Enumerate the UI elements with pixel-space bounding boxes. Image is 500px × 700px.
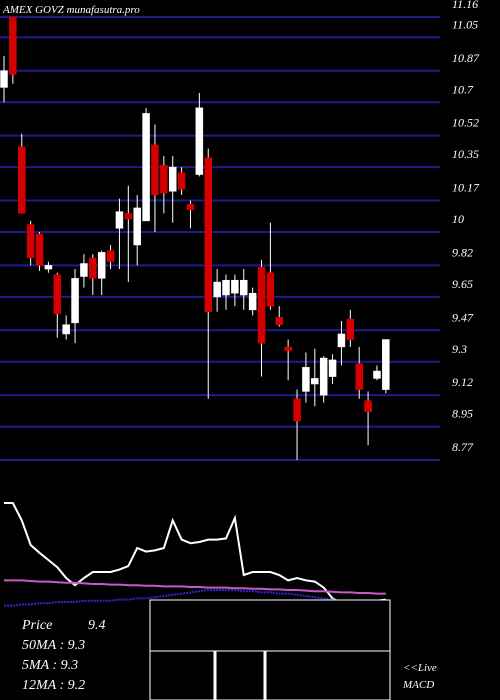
y-tick-label: 10.7 xyxy=(452,82,474,96)
chart-title: AMEX GOVZ munafasutra.pro xyxy=(2,4,140,16)
candle-body xyxy=(319,357,328,396)
y-tick-label: 9.3 xyxy=(452,342,467,356)
candle-body xyxy=(44,265,53,270)
candle-body xyxy=(89,257,97,279)
legend-ma5: 5MA : 9.3 xyxy=(22,658,78,673)
indicator-line xyxy=(4,579,386,595)
y-tick-label: 10.87 xyxy=(452,51,480,65)
candle-body xyxy=(115,211,124,229)
y-tick-label: 8.77 xyxy=(452,440,474,454)
macd-box xyxy=(149,599,391,700)
legend-ma12: 12MA : 9.2 xyxy=(22,678,85,693)
candle-body xyxy=(106,250,115,262)
y-tick-label: 10.52 xyxy=(452,116,479,130)
y-tick-label: 10.35 xyxy=(452,147,479,161)
indicator-panel xyxy=(149,599,391,700)
y-tick-label: 11.05 xyxy=(452,17,478,31)
candle-body xyxy=(18,146,26,214)
candle-body xyxy=(195,107,204,175)
candle-body xyxy=(62,324,70,335)
y-tick-label: 9.47 xyxy=(452,310,474,324)
candle-body xyxy=(71,278,79,324)
candle-body xyxy=(328,359,337,377)
candle-body xyxy=(80,263,88,277)
y-tick-label: 8.95 xyxy=(452,407,473,421)
candle-body xyxy=(204,157,212,312)
candle-body xyxy=(151,144,159,196)
candle-body xyxy=(302,367,310,392)
indicator-line xyxy=(4,502,386,605)
candle-body xyxy=(26,224,35,259)
candle-body xyxy=(222,279,230,296)
candle-body xyxy=(293,398,301,422)
candle-body xyxy=(266,272,275,307)
candle-body xyxy=(240,279,248,296)
y-tick-label: 11.16 xyxy=(452,0,478,11)
candle-body xyxy=(311,378,319,385)
candle-body xyxy=(160,165,168,194)
candle-body xyxy=(133,207,141,246)
candle-body xyxy=(142,113,150,222)
candle-body xyxy=(35,233,44,266)
y-tick-label: 9.12 xyxy=(452,375,473,389)
candle-body xyxy=(213,281,221,298)
y-tick-label: 9.82 xyxy=(452,245,473,259)
macd-label: MACD xyxy=(402,679,434,691)
candle-body xyxy=(373,370,381,379)
candle-body xyxy=(346,318,355,340)
candle-body xyxy=(0,70,8,88)
candle-body xyxy=(168,166,177,192)
candle-body xyxy=(275,317,284,325)
candle-body xyxy=(337,333,346,348)
candle-body xyxy=(355,363,363,390)
candle-body xyxy=(284,346,292,351)
candle-body xyxy=(97,252,106,279)
candle-body xyxy=(177,172,186,190)
candle-body xyxy=(382,339,390,390)
candle-body xyxy=(53,274,62,314)
candle-body xyxy=(9,16,17,75)
candle-body xyxy=(257,266,266,344)
candle-body xyxy=(186,203,195,211)
y-tick-label: 10 xyxy=(452,212,464,226)
legend-price-label: Price xyxy=(21,618,52,633)
candle-body xyxy=(248,292,257,311)
y-tick-label: 10.17 xyxy=(452,181,480,195)
candle-body xyxy=(124,213,133,220)
legend-ma50: 50MA : 9.3 xyxy=(22,638,85,653)
candle-body xyxy=(364,400,372,413)
live-label: <<Live xyxy=(403,662,437,674)
legend-price: 9.4 xyxy=(88,618,106,633)
y-tick-label: 9.65 xyxy=(452,277,473,291)
indicator-line xyxy=(4,589,386,607)
candle-body xyxy=(231,279,239,294)
